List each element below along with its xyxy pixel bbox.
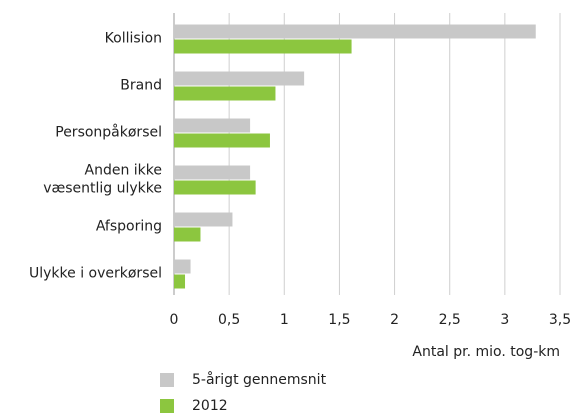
x-tick-label: 3 [500, 312, 509, 328]
y-tick-label: Personpåkørsel [55, 124, 162, 141]
legend-label: 5-årigt gennemsnit [192, 371, 327, 388]
y-tick-label: Kollision [105, 31, 162, 47]
legend-swatch [160, 399, 174, 413]
x-tick-label: 2,5 [439, 312, 461, 328]
bar [174, 180, 256, 195]
legend-label: 2012 [192, 398, 228, 414]
bar [174, 24, 536, 39]
bar [174, 227, 201, 242]
bar [174, 118, 251, 133]
y-tick-label: Ulykke i overkørsel [29, 266, 162, 282]
bar [174, 133, 270, 148]
x-tick-label: 1,5 [328, 312, 350, 328]
bar [174, 274, 186, 289]
x-tick-label: 0 [170, 312, 179, 328]
x-axis-label: Antal pr. mio. tog-km [412, 344, 560, 360]
bar [174, 39, 352, 54]
bar [174, 71, 305, 86]
bar [174, 212, 233, 227]
bar [174, 86, 276, 101]
x-tick-label: 1 [280, 312, 289, 328]
x-tick-label: 0,5 [218, 312, 240, 328]
bar [174, 259, 191, 274]
x-tick-label: 3,5 [549, 312, 571, 328]
y-tick-label: Afsporing [96, 219, 162, 235]
y-tick-label: Brand [120, 78, 162, 94]
bar [174, 165, 251, 180]
legend-swatch [160, 373, 174, 387]
y-tick-label: Anden ikke væsentlig ulykke [43, 163, 162, 197]
x-tick-label: 2 [390, 312, 399, 328]
